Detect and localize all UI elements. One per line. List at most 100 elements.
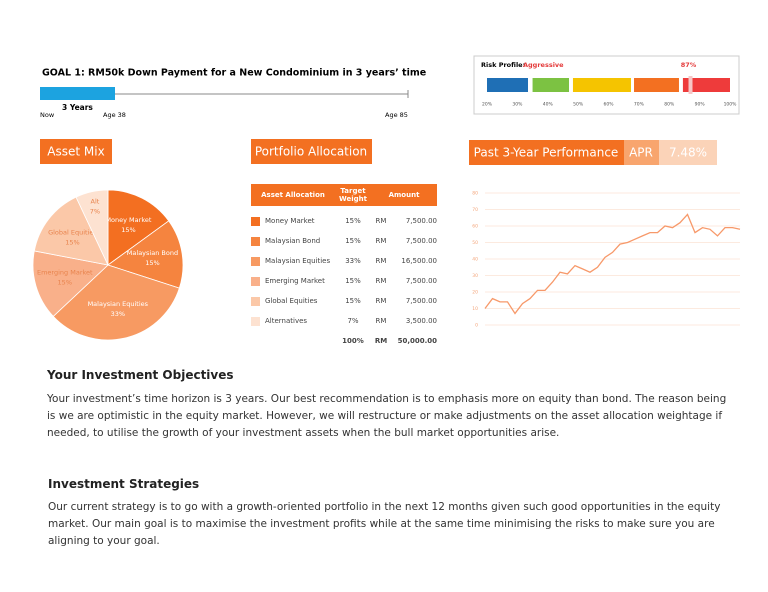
- table-row: Malaysian Bond 15% RM 7,500.00: [251, 231, 437, 251]
- y-tick-label: 30: [472, 273, 478, 279]
- header-cell: Amount: [388, 191, 420, 199]
- risk-tick-label: 40%: [543, 102, 554, 108]
- y-tick-label: 50: [472, 240, 478, 246]
- risk-tick-label: 50%: [573, 102, 584, 108]
- amount-cell: 16,500.00: [401, 257, 437, 265]
- color-swatch: [251, 216, 260, 226]
- pie-label-value: 15%: [121, 226, 135, 234]
- asset-name: Malaysian Bond: [265, 237, 321, 245]
- asset-name: Global Equities: [265, 297, 318, 305]
- currency-cell: RM: [375, 237, 387, 245]
- risk-segment: [682, 78, 730, 92]
- risk-tick-label: 70%: [634, 102, 645, 108]
- y-tick-label: 70: [472, 207, 478, 213]
- color-swatch: [251, 256, 260, 266]
- pie-label-value: 15%: [65, 238, 79, 246]
- risk-segment: [634, 78, 679, 92]
- color-swatch: [251, 236, 260, 246]
- currency-cell: RM: [375, 277, 387, 285]
- y-tick-label: 40: [472, 257, 478, 263]
- asset-cell: Emerging Market: [251, 276, 335, 286]
- goal-progress: [40, 87, 115, 100]
- total-amount: 50,000.00: [397, 337, 437, 345]
- section-title: Past 3-Year Performance: [474, 146, 619, 160]
- section-tab: [40, 139, 112, 164]
- pie-label: Emerging Market 15%: [37, 269, 93, 287]
- pie-slice: [33, 196, 109, 266]
- pie-label-name: Global Equities: [48, 228, 97, 236]
- y-tick-label: 0: [475, 323, 478, 329]
- apr-value: 7.48%: [669, 146, 707, 160]
- y-tick-label: 20: [472, 290, 478, 296]
- risk-tick-label: 100%: [724, 102, 738, 108]
- amount-cell: 7,500.00: [405, 297, 437, 305]
- risk-label: Risk Profile:: [481, 61, 525, 69]
- total-row: 100% RM 50,000.00: [251, 331, 437, 351]
- goal-start: Now: [40, 111, 55, 119]
- pie-label: Alt 7%: [90, 197, 100, 215]
- pie-label-value: 33%: [111, 310, 125, 318]
- apr-label: APR: [629, 146, 653, 160]
- pie-slice: [107, 220, 184, 289]
- section-tab: [469, 140, 624, 165]
- currency-cell: RM: [375, 217, 387, 225]
- pie-slice: [32, 250, 109, 317]
- total-weight: 100%: [342, 337, 364, 345]
- table-row: Money Market 15% RM 7,500.00: [251, 211, 437, 231]
- weight-cell: 33%: [345, 257, 361, 265]
- weight-cell: 15%: [345, 237, 361, 245]
- goal-start-age: Age 38: [103, 111, 126, 119]
- strategies-text: Our current strategy is to go with a gro…: [48, 501, 721, 547]
- pie-label-value: 7%: [90, 207, 100, 215]
- section-title: Asset Mix: [47, 145, 104, 159]
- pie-label: Malaysian Bond 15%: [127, 249, 178, 267]
- section-tab: [251, 139, 372, 164]
- risk-tick-label: 20%: [482, 102, 493, 108]
- y-tick-label: 60: [472, 224, 478, 230]
- risk-segment: [487, 78, 529, 92]
- asset-cell: Malaysian Bond: [251, 236, 335, 246]
- y-tick-label: 10: [472, 306, 478, 312]
- color-swatch: [251, 316, 260, 326]
- risk-tick-label: 80%: [664, 102, 675, 108]
- pie-slice: [107, 189, 170, 266]
- color-swatch: [251, 276, 260, 286]
- allocation-table: Asset Allocation Target Weight Amount Money…: [251, 184, 437, 351]
- performance-line: [484, 213, 741, 315]
- table-row: Alternatives 7% RM 3,500.00: [251, 311, 437, 331]
- header-cell: Asset Allocation: [261, 191, 325, 199]
- risk-tick-label: 60%: [603, 102, 614, 108]
- asset-cell: Alternatives: [251, 316, 335, 326]
- asset-name: Money Market: [265, 217, 315, 225]
- pie-label-name: Malaysian Bond: [127, 249, 178, 257]
- amount-cell: 3,500.00: [405, 317, 437, 325]
- risk-level: Aggressive: [523, 61, 564, 69]
- asset-cell: Malaysian Equities: [251, 256, 335, 266]
- risk-segment: [532, 78, 570, 92]
- amount-cell: 7,500.00: [405, 217, 437, 225]
- pie-label-name: Money Market: [105, 216, 151, 224]
- asset-name: Emerging Market: [265, 277, 325, 285]
- pie-label-value: 15%: [58, 279, 72, 287]
- currency-cell: RM: [375, 297, 387, 305]
- table-row: Malaysian Equities 33% RM 16,500.00: [251, 251, 437, 271]
- pie-slice: [75, 189, 109, 266]
- risk-marker: [688, 76, 693, 94]
- goal-title: GOAL 1: RM50k Down Payment for a New Con…: [42, 68, 426, 79]
- currency-cell: RM: [375, 257, 387, 265]
- weight-cell: 7%: [347, 317, 359, 325]
- asset-name: Malaysian Equities: [265, 257, 331, 265]
- weight-cell: 15%: [345, 277, 361, 285]
- goal-end-age: Age 85: [385, 111, 408, 119]
- pie-label-name: Malaysian Equities: [88, 300, 149, 308]
- apr-tab: [624, 140, 659, 165]
- pie-label-value: 15%: [145, 259, 159, 267]
- pie-label-name: Emerging Market: [37, 269, 93, 277]
- total-currency: RM: [374, 337, 388, 345]
- goal-duration: 3 Years: [62, 103, 93, 112]
- color-swatch: [251, 296, 260, 306]
- risk-tick-label: 30%: [512, 102, 523, 108]
- currency-cell: RM: [375, 317, 387, 325]
- table-row: Emerging Market 15% RM 7,500.00: [251, 271, 437, 291]
